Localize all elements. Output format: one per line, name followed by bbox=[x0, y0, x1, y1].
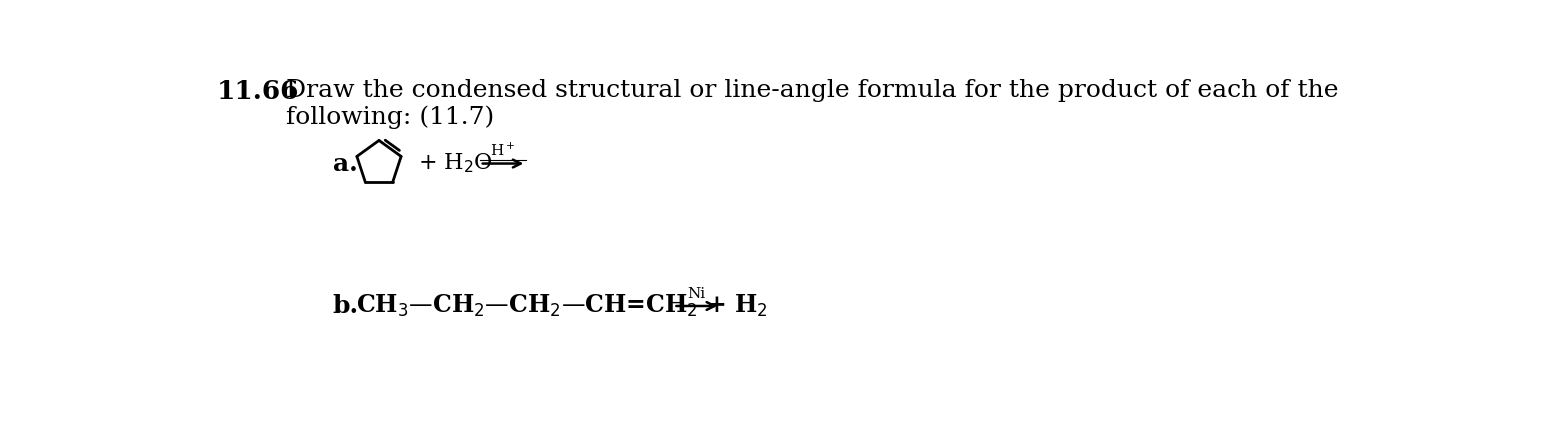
Text: Ni: Ni bbox=[687, 287, 706, 301]
Text: 11.66: 11.66 bbox=[216, 79, 298, 104]
Text: H$^+$: H$^+$ bbox=[491, 141, 516, 159]
Text: + H$_2$O: + H$_2$O bbox=[418, 152, 493, 176]
Text: a.: a. bbox=[332, 152, 357, 176]
Text: b.: b. bbox=[332, 294, 358, 318]
Text: CH$_3$—CH$_2$—CH$_2$—CH=CH$_2$ + H$_2$: CH$_3$—CH$_2$—CH$_2$—CH=CH$_2$ + H$_2$ bbox=[355, 293, 767, 319]
Text: following: (11.7): following: (11.7) bbox=[286, 106, 494, 130]
Text: Draw the condensed structural or line-angle formula for the product of each of t: Draw the condensed structural or line-an… bbox=[286, 79, 1339, 102]
